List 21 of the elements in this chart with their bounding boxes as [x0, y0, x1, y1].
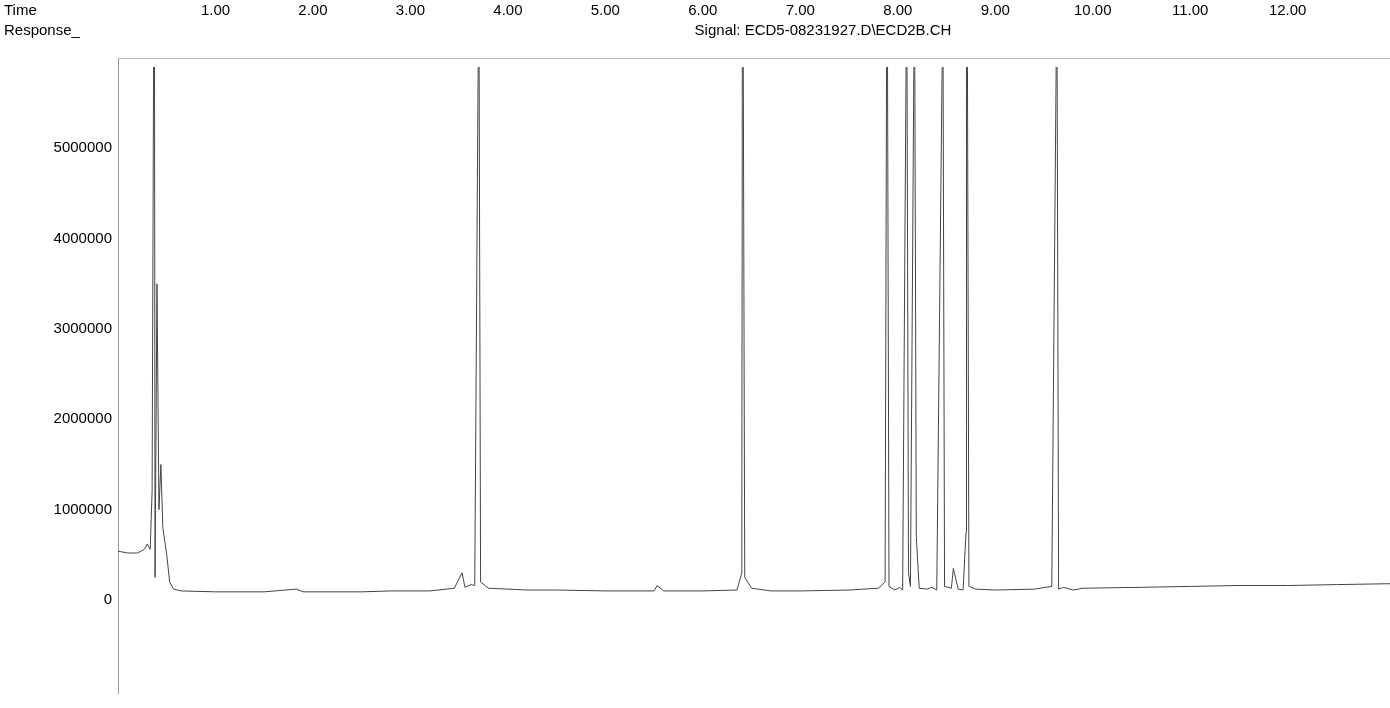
- x-tick-label: 10.00: [1073, 1, 1112, 19]
- y-tick-label: 5000000: [53, 138, 112, 156]
- y-axis-title: Response_: [4, 21, 81, 39]
- x-tick-label: 7.00: [785, 1, 815, 19]
- x-tick-label: 6.00: [688, 1, 718, 19]
- x-tick-label: 4.00: [493, 1, 523, 19]
- x-tick-label: 5.00: [590, 1, 620, 19]
- y-tick-label: 1000000: [53, 499, 112, 517]
- x-tick-label: 9.00: [980, 1, 1010, 19]
- chart-title: Signal: ECD5-08231927.D\ECD2B.CH: [694, 21, 952, 39]
- x-tick-label: 12.00: [1268, 1, 1307, 19]
- x-tick-label: 11.00: [1171, 1, 1209, 19]
- x-tick-label: 3.00: [395, 1, 426, 19]
- x-axis-title: Time: [4, 1, 37, 19]
- y-tick-label: 3000000: [53, 319, 112, 337]
- y-tick-label: 2000000: [53, 409, 112, 427]
- y-tick-label: 4000000: [53, 228, 112, 246]
- x-tick-label: 8.00: [883, 1, 913, 19]
- y-tick-label: 0: [103, 590, 112, 608]
- x-tick-label: 2.00: [298, 1, 328, 19]
- x-tick-label: 1.00: [200, 1, 231, 19]
